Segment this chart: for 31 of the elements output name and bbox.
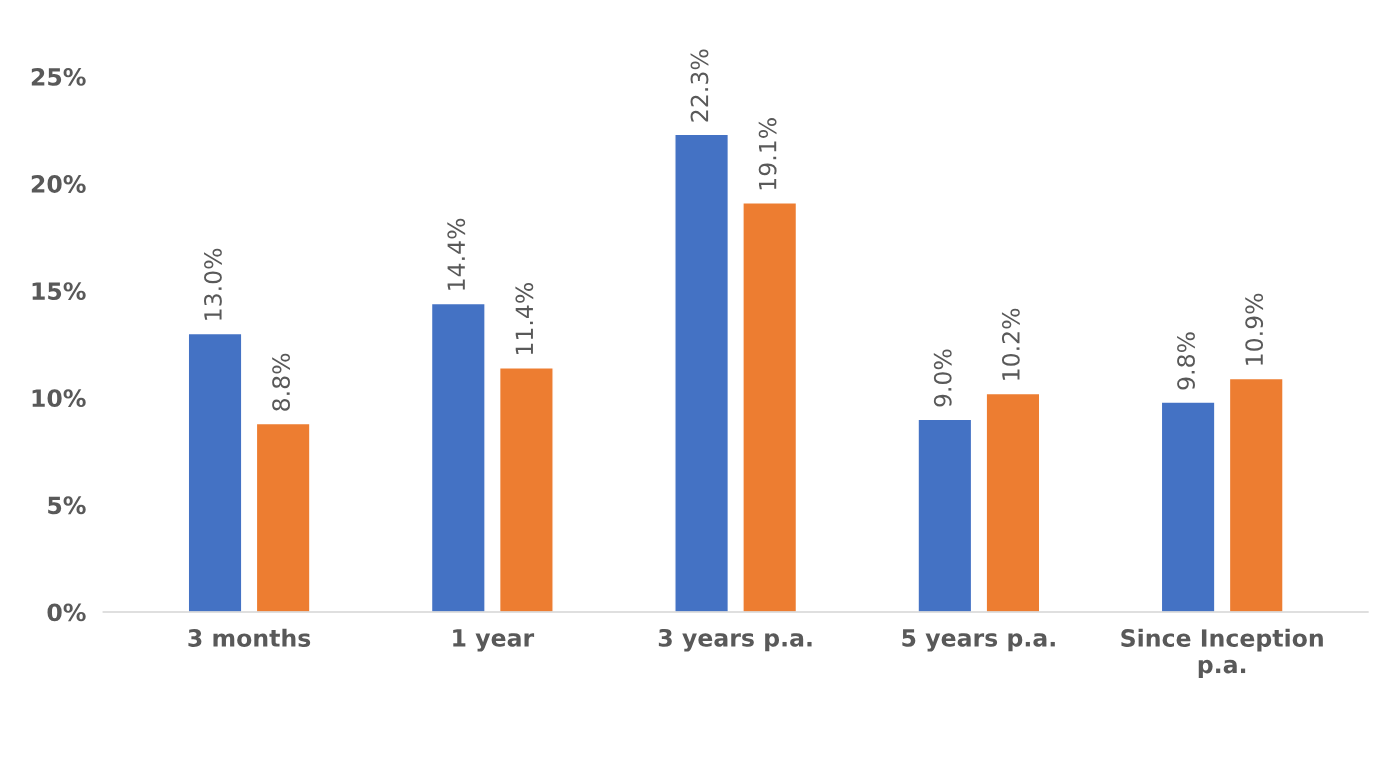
y-tick-label: 10% <box>32 389 86 408</box>
bar <box>985 392 1041 612</box>
y-tick-label: 15% <box>32 282 86 301</box>
bar <box>498 367 554 612</box>
y-tick-label: 25% <box>31 67 86 86</box>
bar <box>674 133 730 612</box>
data-label: 9.0% <box>933 349 952 407</box>
x-tick-label: 3 months <box>188 628 311 647</box>
bar <box>187 332 243 612</box>
x-tick-label: Since Inception p.a. <box>1121 628 1323 678</box>
bar <box>742 202 798 612</box>
x-tick-label: 3 years p.a. <box>658 628 812 652</box>
bar <box>255 422 311 612</box>
bar <box>430 302 486 612</box>
x-tick-label: 1 year <box>453 629 535 652</box>
bar <box>1160 401 1216 612</box>
x-tick-label: 5 years p.a. <box>902 629 1055 652</box>
y-tick-label: 0% <box>47 603 86 622</box>
bar <box>917 418 973 612</box>
data-label: 9.8% <box>1177 332 1195 390</box>
data-label: 8.8% <box>272 353 290 411</box>
y-tick-label: 20% <box>31 175 86 193</box>
data-label: 22.3% <box>690 49 709 122</box>
data-label: 10.2% <box>1001 308 1020 380</box>
bar <box>1228 377 1284 612</box>
data-label: 14.4% <box>447 218 466 290</box>
data-label: 10.9% <box>1245 293 1264 365</box>
data-label: 13.0% <box>204 248 222 320</box>
data-label: 19.1% <box>758 118 777 190</box>
y-tick-label: 5% <box>48 496 86 515</box>
data-label: 11.4% <box>515 283 534 355</box>
